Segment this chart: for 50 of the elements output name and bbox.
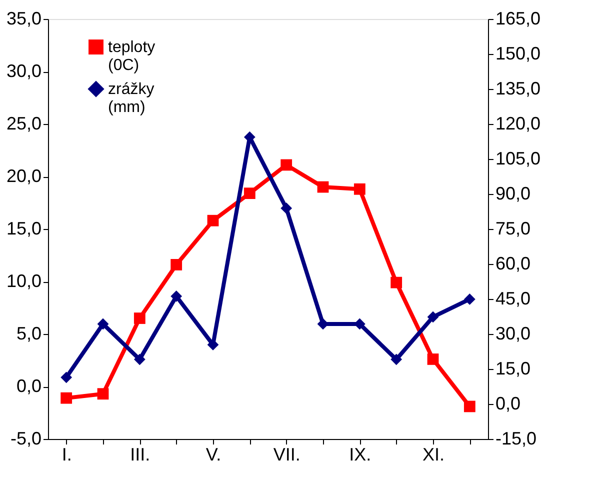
y2-tick-label: 60,0 bbox=[496, 254, 531, 274]
point bbox=[354, 183, 366, 195]
y2-tick-label: 150,0 bbox=[496, 44, 541, 64]
x-tick-label: XI. bbox=[422, 444, 445, 464]
point bbox=[427, 311, 439, 323]
point bbox=[280, 202, 292, 214]
y-tick-label: 35,0 bbox=[6, 8, 42, 28]
point bbox=[134, 312, 146, 324]
y2-tick-label: -15,0 bbox=[496, 428, 537, 448]
x-tick-label: III. bbox=[130, 444, 150, 464]
x-tick-label: VII. bbox=[273, 444, 300, 464]
point bbox=[280, 159, 292, 171]
y2-tick-label: 0,0 bbox=[496, 394, 521, 414]
y2-tick-label: 165,0 bbox=[496, 8, 541, 28]
x-tick-label: V. bbox=[206, 444, 222, 464]
y2-tick-label: 105,0 bbox=[496, 148, 541, 168]
y-tick-label: 25,0 bbox=[6, 114, 42, 134]
point bbox=[97, 318, 109, 330]
point bbox=[390, 276, 402, 288]
point bbox=[170, 259, 182, 270]
y-tick-label: -5,0 bbox=[10, 428, 42, 448]
point bbox=[317, 181, 329, 193]
point bbox=[97, 388, 109, 400]
y-tick-label: 15,0 bbox=[6, 218, 42, 238]
y2-tick-label: 75,0 bbox=[496, 218, 531, 238]
y2-tick-label: 90,0 bbox=[496, 184, 531, 204]
y2-tick-label: 120,0 bbox=[496, 114, 541, 134]
point bbox=[60, 372, 72, 384]
y2-tick-label: 135,0 bbox=[496, 78, 541, 98]
point bbox=[464, 294, 476, 305]
point bbox=[390, 354, 402, 366]
y2-tick-label: 45,0 bbox=[496, 288, 531, 308]
y2-tick-label: 15,0 bbox=[496, 358, 531, 378]
point bbox=[207, 214, 219, 226]
y-tick-label: 5,0 bbox=[16, 324, 42, 344]
y-tick-label: 20,0 bbox=[6, 166, 42, 186]
point bbox=[170, 290, 182, 302]
point bbox=[464, 400, 476, 412]
legend-label: teploty (0C) bbox=[108, 39, 156, 74]
y-tick-label: 0,0 bbox=[16, 376, 42, 396]
legend-label: zrážky (mm) bbox=[108, 81, 154, 116]
point bbox=[244, 188, 256, 199]
point bbox=[134, 354, 146, 366]
x-tick-label: IX. bbox=[349, 444, 372, 464]
y2-tick-label: 30,0 bbox=[496, 324, 531, 344]
x-tick-label: I. bbox=[62, 444, 72, 464]
point bbox=[60, 392, 72, 404]
point bbox=[427, 354, 439, 365]
y-tick-label: 30,0 bbox=[6, 61, 42, 81]
y-tick-label: 10,0 bbox=[6, 271, 42, 291]
